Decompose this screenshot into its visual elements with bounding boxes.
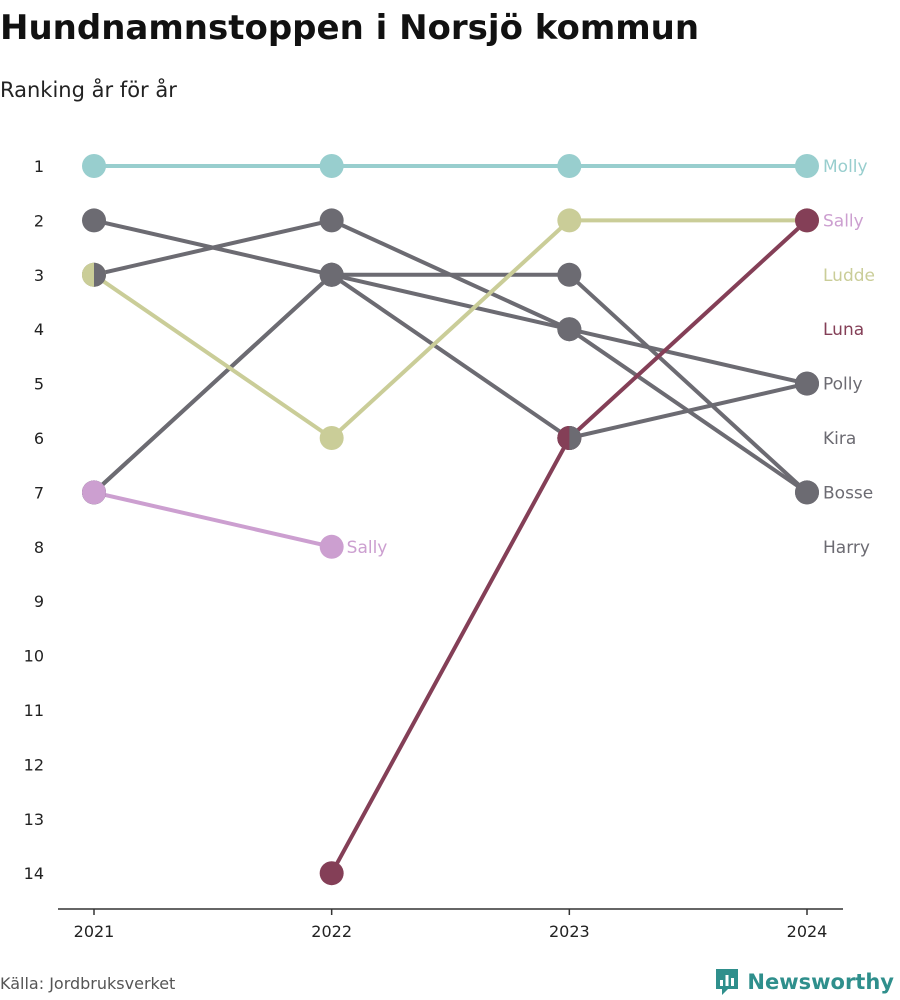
y-tick-label: 1 bbox=[34, 157, 44, 176]
x-axis: 2021 2022 2023 2024 bbox=[58, 908, 843, 941]
series-point-kira bbox=[319, 208, 344, 233]
end-label-kira: Kira bbox=[823, 429, 856, 449]
x-tick-label: 2022 bbox=[311, 922, 352, 941]
series-point-sally bbox=[82, 480, 106, 505]
series-point-molly bbox=[319, 154, 344, 178]
series-line-sally bbox=[93, 490, 333, 549]
series-line-polly bbox=[92, 272, 808, 494]
end-label-polly: Polly bbox=[823, 375, 863, 395]
end-label-ludde: Ludde bbox=[823, 266, 875, 286]
chart-subtitle: Ranking år för år bbox=[0, 78, 177, 102]
series-line-ludde bbox=[92, 218, 807, 440]
newsworthy-logo-icon bbox=[716, 969, 739, 995]
brand-logo: Newsworthy bbox=[714, 967, 894, 997]
series-point-luna bbox=[795, 208, 819, 233]
y-tick-label: 4 bbox=[34, 320, 44, 339]
end-label-bosse: Bosse bbox=[823, 483, 873, 503]
series-point-molly bbox=[557, 154, 582, 178]
y-tick-label: 10 bbox=[24, 647, 44, 666]
y-tick-label: 9 bbox=[34, 592, 44, 611]
split-point-right bbox=[569, 426, 582, 450]
series-point-ludde bbox=[319, 426, 344, 450]
series-point-bosse bbox=[557, 262, 582, 287]
y-tick-label: 14 bbox=[24, 864, 44, 883]
series-point-sally bbox=[319, 534, 344, 559]
x-tick-label: 2024 bbox=[787, 922, 828, 941]
end-label-sally: Sally bbox=[823, 211, 864, 231]
series-point-harry bbox=[319, 262, 344, 287]
end-label-molly: Molly bbox=[823, 157, 868, 177]
series-point-kira bbox=[795, 480, 819, 505]
y-tick-label: 8 bbox=[34, 538, 44, 557]
y-tick-label: 13 bbox=[24, 810, 44, 829]
series-lines bbox=[92, 164, 809, 875]
brand-name: Newsworthy bbox=[747, 970, 894, 994]
y-tick-label: 7 bbox=[34, 483, 44, 502]
y-tick-label: 6 bbox=[34, 429, 44, 448]
series-line-harry bbox=[92, 272, 808, 494]
split-point-right bbox=[94, 262, 107, 287]
y-tick-label: 12 bbox=[24, 755, 44, 774]
series-point-molly bbox=[795, 154, 819, 178]
series-point-kira bbox=[557, 317, 582, 342]
y-tick-label: 11 bbox=[24, 701, 44, 720]
split-point-left bbox=[557, 426, 570, 450]
series-point-luna bbox=[319, 861, 344, 886]
series-point-molly bbox=[82, 154, 106, 178]
y-tick-label: 2 bbox=[34, 211, 44, 230]
split-point-left bbox=[82, 262, 94, 287]
source-note: Källa: Jordbruksverket bbox=[0, 974, 176, 993]
y-tick-label: 3 bbox=[34, 266, 44, 285]
end-label-luna: Luna bbox=[823, 320, 864, 340]
series-labels: Molly Sally Ludde Luna Polly Kira Bosse Harry Sa… bbox=[347, 157, 875, 558]
series-markers bbox=[82, 154, 819, 886]
chart-title: Hundnamnstoppen i Norsjö kommun bbox=[0, 8, 700, 48]
inline-label-sally: Sally bbox=[347, 538, 388, 558]
series-point-bosse bbox=[82, 208, 106, 233]
series-point-ludde bbox=[557, 208, 582, 233]
x-tick-label: 2023 bbox=[549, 922, 590, 941]
end-label-harry: Harry bbox=[823, 538, 870, 558]
x-tick-label: 2021 bbox=[74, 922, 115, 941]
y-tick-label: 5 bbox=[34, 375, 44, 394]
series-point-harry bbox=[795, 371, 819, 396]
